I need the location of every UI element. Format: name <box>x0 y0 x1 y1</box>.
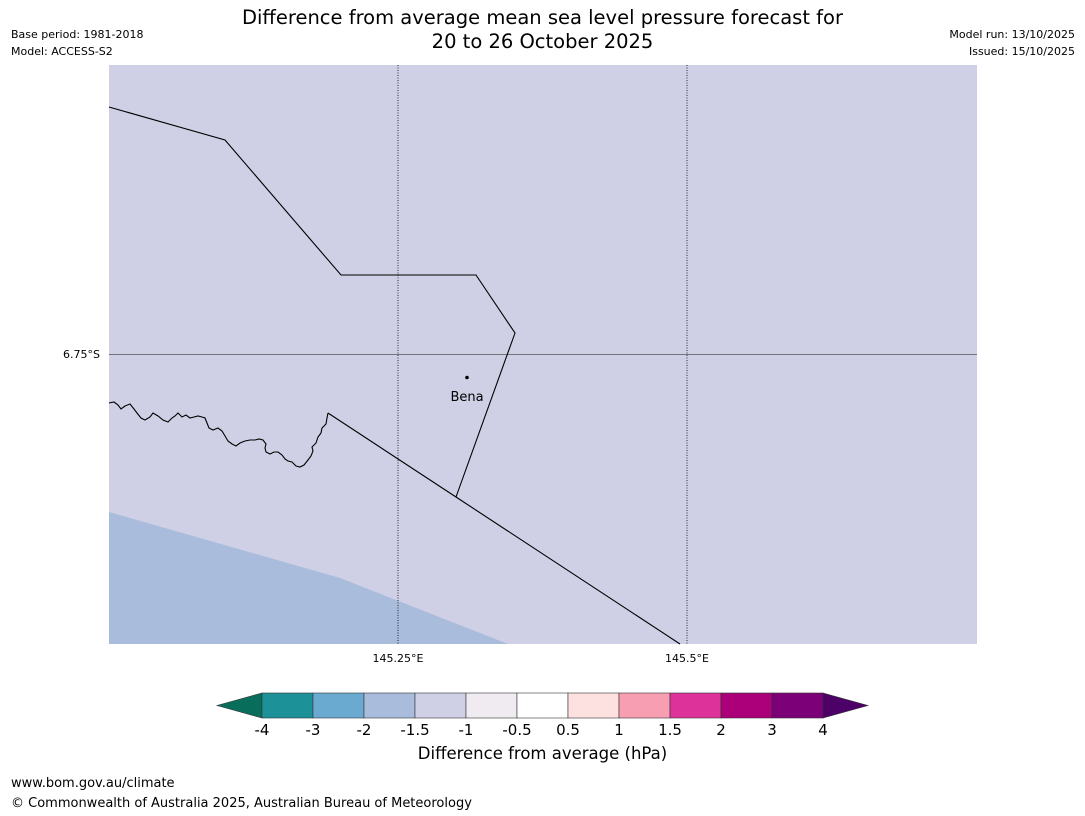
bena-marker-icon <box>465 375 469 380</box>
colorbar-tick-label: 4 <box>818 721 828 739</box>
longitude-label-145-5: 145.5°E <box>665 652 709 665</box>
issued-text: Issued: 15/10/2025 <box>968 45 1075 58</box>
colorbar-bin <box>720 692 773 719</box>
colorbar-bin <box>312 692 365 719</box>
colorbar-extend-high <box>822 692 870 719</box>
anomaly-region <box>109 512 508 644</box>
colorbar-tick-label: -4 <box>255 721 270 739</box>
base-period-text: Base period: 1981-2018 <box>11 28 144 41</box>
colorbar-bin <box>567 692 620 719</box>
header-left-meta: Base period: 1981-2018 Model: ACCESS-S2 <box>11 26 143 60</box>
colorbar-tick-label: 0.5 <box>556 721 580 739</box>
colorbar-tick-label: 1 <box>614 721 624 739</box>
colorbar-tick-label: -1 <box>459 721 474 739</box>
colorbar-tick-label: -0.5 <box>502 721 531 739</box>
colorbar-bin <box>618 692 671 719</box>
colorbar <box>215 692 870 719</box>
chart-title: Difference from average mean sea level p… <box>0 6 1085 54</box>
colorbar-tick-label: -3 <box>306 721 321 739</box>
title-line-2: 20 to 26 October 2025 <box>431 30 654 53</box>
latitude-label: 6.75°S <box>63 348 100 361</box>
model-text: Model: ACCESS-S2 <box>11 45 113 58</box>
colorbar-title: Difference from average (hPa) <box>417 744 668 763</box>
title-line-1: Difference from average mean sea level p… <box>242 6 843 29</box>
longitude-label-145-25: 145.25°E <box>373 652 424 665</box>
colorbar-tick-label: 3 <box>767 721 777 739</box>
colorbar-ticks: -4 -3 -2 -1.5 -1 -0.5 0.5 1 1.5 2 3 4 <box>255 721 828 739</box>
model-run-text: Model run: 13/10/2025 <box>949 28 1075 41</box>
colorbar-bin <box>363 692 416 719</box>
colorbar-bin <box>261 692 314 719</box>
colorbar-tick-label: -1.5 <box>400 721 429 739</box>
colorbar-bin <box>669 692 722 719</box>
footer-url: www.bom.gov.au/climate <box>11 776 175 791</box>
colorbar-bin <box>465 692 518 719</box>
colorbar-bin <box>414 692 467 719</box>
footer-copyright: © Commonwealth of Australia 2025, Austra… <box>11 796 472 811</box>
coastline <box>108 401 329 468</box>
colorbar-tick-label: 2 <box>716 721 726 739</box>
colorbar-tick-label: -2 <box>357 721 372 739</box>
colorbar-extend-low <box>215 692 263 719</box>
region-boundary-south <box>327 412 681 645</box>
colorbar-tick-label: 1.5 <box>658 721 682 739</box>
colorbar-bin <box>771 692 824 719</box>
colorbar-bin <box>516 692 569 719</box>
region-boundary <box>108 106 516 498</box>
place-label-bena: Bena <box>450 390 483 405</box>
header-right-meta: Model run: 13/10/2025 Issued: 15/10/2025 <box>949 26 1075 60</box>
